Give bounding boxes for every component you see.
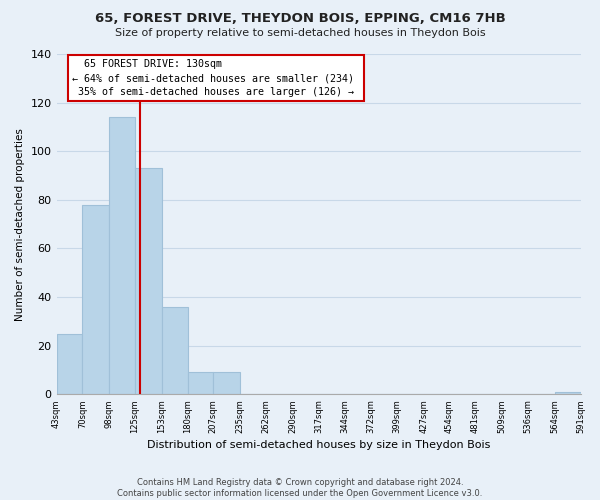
- Bar: [82, 204, 109, 394]
- Text: 65 FOREST DRIVE: 130sqm  
← 64% of semi-detached houses are smaller (234)
 35% o: 65 FOREST DRIVE: 130sqm ← 64% of semi-de…: [72, 59, 360, 97]
- Text: 65, FOREST DRIVE, THEYDON BOIS, EPPING, CM16 7HB: 65, FOREST DRIVE, THEYDON BOIS, EPPING, …: [95, 12, 505, 26]
- Text: Size of property relative to semi-detached houses in Theydon Bois: Size of property relative to semi-detach…: [115, 28, 485, 38]
- Bar: [214, 372, 240, 394]
- Bar: [56, 334, 82, 394]
- Bar: [109, 117, 135, 394]
- X-axis label: Distribution of semi-detached houses by size in Theydon Bois: Distribution of semi-detached houses by …: [147, 440, 490, 450]
- Bar: [162, 307, 188, 394]
- Bar: [554, 392, 581, 394]
- Text: Contains HM Land Registry data © Crown copyright and database right 2024.
Contai: Contains HM Land Registry data © Crown c…: [118, 478, 482, 498]
- Bar: [188, 372, 214, 394]
- Bar: [135, 168, 162, 394]
- Y-axis label: Number of semi-detached properties: Number of semi-detached properties: [15, 128, 25, 320]
